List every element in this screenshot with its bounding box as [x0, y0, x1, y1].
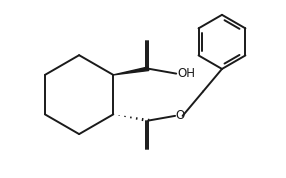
Text: O: O: [176, 109, 185, 122]
Polygon shape: [113, 67, 149, 75]
Text: OH: OH: [177, 67, 195, 80]
